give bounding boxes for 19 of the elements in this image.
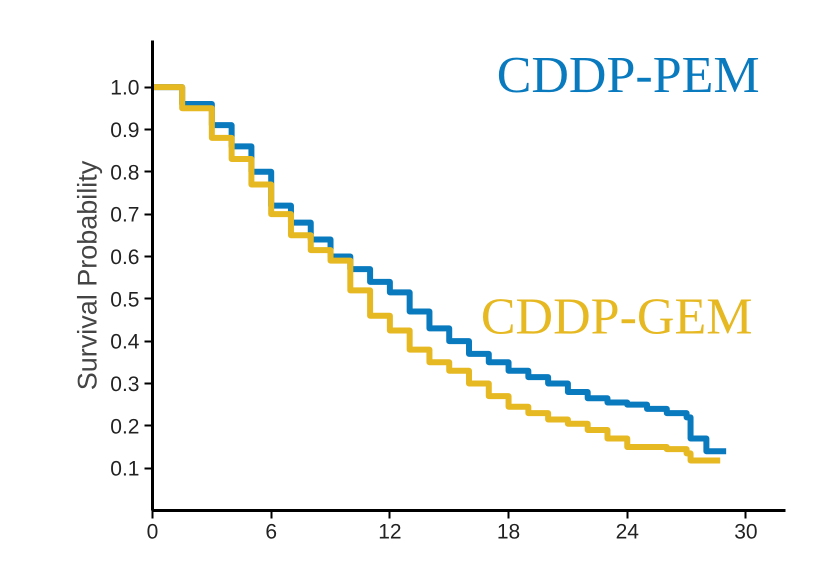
y-tick-label: 0.1 bbox=[110, 458, 140, 481]
y-tick-label: 0.9 bbox=[110, 118, 140, 142]
x-tick-label: 6 bbox=[265, 520, 278, 544]
x-tick-label: 18 bbox=[496, 520, 520, 544]
y-tick-label: 0.4 bbox=[110, 330, 140, 354]
x-tick-label: 12 bbox=[378, 520, 402, 544]
series-label: CDDP-GEM bbox=[480, 288, 752, 346]
y-tick-label: 0.2 bbox=[110, 415, 140, 438]
y-axis-title: Survival Probability bbox=[72, 160, 102, 390]
x-tick-label: 0 bbox=[146, 520, 158, 544]
x-tick-label: 30 bbox=[734, 520, 758, 544]
y-tick-label: 0.6 bbox=[110, 246, 140, 269]
y-tick-label: 0.5 bbox=[110, 288, 140, 312]
y-tick-label: 0.8 bbox=[110, 161, 140, 184]
text: CDDP-PEM bbox=[496, 47, 760, 104]
x-tick-label: 24 bbox=[616, 520, 640, 544]
y-tick-label: 0.7 bbox=[110, 204, 140, 227]
y-tick-label: 1.0 bbox=[110, 76, 140, 100]
y-tick-label: 0.3 bbox=[110, 372, 140, 396]
